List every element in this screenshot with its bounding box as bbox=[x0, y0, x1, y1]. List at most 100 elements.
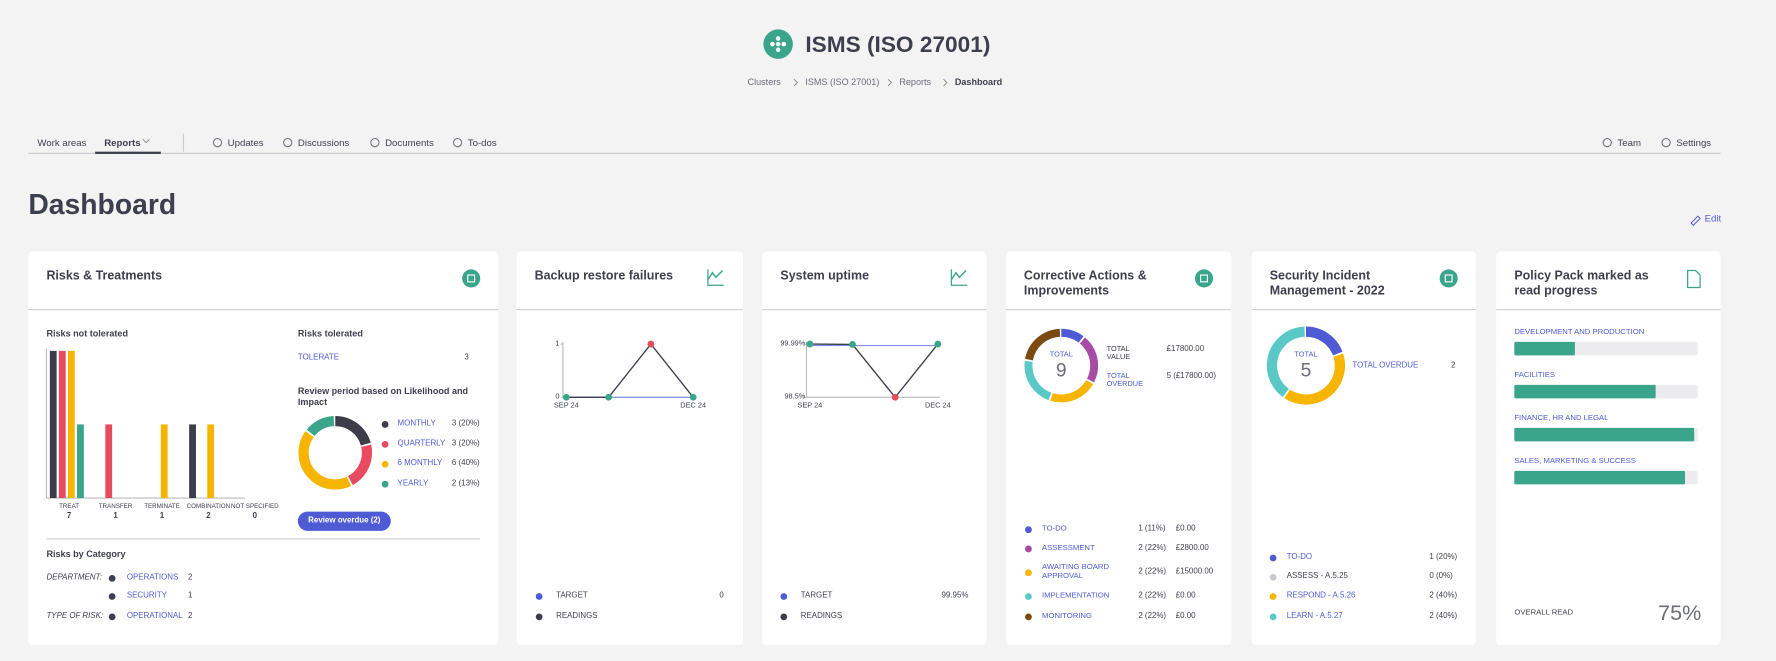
nav-item[interactable]: Team bbox=[1617, 136, 1641, 149]
nav-item[interactable]: Documents bbox=[385, 136, 434, 149]
category-label: TRANSFER bbox=[98, 503, 133, 511]
nav-item[interactable]: Reports bbox=[104, 136, 141, 149]
link[interactable]: MONITORING bbox=[1042, 612, 1092, 621]
value: 2 bbox=[188, 612, 193, 621]
legend-dot bbox=[535, 593, 543, 600]
link[interactable]: TO-DO bbox=[1286, 553, 1313, 562]
bar bbox=[105, 424, 113, 499]
group-label: TYPE OF RISK: bbox=[46, 612, 104, 621]
x-tick-label: DEC 24 bbox=[680, 401, 707, 410]
y-tick-label: 0 bbox=[555, 392, 560, 401]
donut-segment bbox=[298, 415, 373, 490]
category-count: 1 bbox=[159, 512, 165, 521]
link[interactable]: FACILITIES bbox=[1514, 371, 1556, 380]
x-tick-label: SEP 24 bbox=[797, 401, 823, 410]
value: 2 bbox=[188, 573, 193, 582]
breadcrumb[interactable]: Reports bbox=[899, 77, 932, 88]
bar bbox=[49, 350, 57, 499]
nav-icon bbox=[370, 138, 380, 148]
button-label[interactable]: Review overdue (2) bbox=[308, 516, 381, 525]
value: 6 (40%) bbox=[451, 459, 480, 468]
value: 1 (20%) bbox=[1429, 553, 1458, 562]
link[interactable]: DEVELOPMENT AND PRODUCTION bbox=[1514, 328, 1645, 337]
edit-link[interactable]: Edit bbox=[1704, 212, 1722, 225]
link[interactable]: TOLERATE bbox=[297, 354, 340, 362]
link[interactable]: MONTHLY bbox=[397, 419, 436, 428]
legend-dot bbox=[1025, 613, 1032, 621]
value: 2 (22%) bbox=[1138, 567, 1167, 576]
card bbox=[1251, 251, 1476, 646]
link[interactable]: OPERATIONS bbox=[126, 573, 179, 582]
link[interactable]: TO-DO bbox=[1042, 525, 1067, 534]
card-icon-glyph bbox=[1444, 274, 1453, 283]
card-title: Risks & Treatments bbox=[46, 269, 163, 283]
chevron bbox=[943, 78, 948, 87]
link[interactable]: ASSESS - A.5.25 bbox=[1286, 572, 1348, 581]
nav-item[interactable]: Discussions bbox=[297, 136, 350, 149]
breadcrumb[interactable]: Clusters bbox=[747, 77, 781, 88]
summary-value: £17800.00 bbox=[1166, 345, 1205, 354]
donut-segment bbox=[1266, 326, 1346, 405]
link[interactable]: YEARLY bbox=[397, 479, 429, 488]
nav-icon bbox=[212, 138, 223, 148]
button[interactable] bbox=[297, 511, 391, 531]
legend-label: TARGET bbox=[800, 591, 833, 600]
legend-dot bbox=[1269, 593, 1277, 600]
reading-point bbox=[934, 340, 942, 348]
nav-icon bbox=[453, 138, 463, 148]
overall-label: OVERALL READ bbox=[1514, 608, 1574, 617]
nav-icon bbox=[283, 138, 293, 148]
card-icon-glyph bbox=[1200, 274, 1208, 283]
legend-dot bbox=[108, 613, 116, 621]
bar bbox=[58, 350, 66, 499]
section-title: Risks not tolerated bbox=[46, 328, 129, 339]
summary-value: 5 (£17800.00) bbox=[1166, 372, 1217, 381]
link[interactable]: QUARTERLY bbox=[397, 439, 446, 448]
reading-point bbox=[605, 393, 613, 401]
bar bbox=[67, 350, 75, 499]
link[interactable]: AWAITING BOARD APPROVAL bbox=[1042, 563, 1110, 581]
card-title: Policy Pack marked as read progress bbox=[1514, 269, 1649, 298]
category-label: NOT SPECIFIED bbox=[231, 503, 279, 511]
link[interactable]: IMPLEMENTATION bbox=[1042, 591, 1110, 600]
bar bbox=[160, 424, 168, 499]
progress-bar bbox=[1514, 341, 1575, 356]
breadcrumb[interactable]: ISMS (ISO 27001) bbox=[805, 77, 880, 88]
legend-dot bbox=[1025, 545, 1032, 553]
y-tick-label: 1 bbox=[555, 339, 560, 348]
card-icon bbox=[1194, 269, 1214, 288]
link[interactable]: OPERATIONAL bbox=[126, 612, 183, 621]
nav-item[interactable]: Updates bbox=[227, 136, 264, 149]
legend-dot bbox=[1269, 613, 1277, 621]
legend-dot bbox=[381, 460, 389, 468]
link[interactable]: LEARN - A.5.27 bbox=[1286, 612, 1343, 621]
chevron bbox=[142, 138, 150, 144]
nav-item[interactable]: To-dos bbox=[467, 136, 497, 149]
value: 2 bbox=[1451, 361, 1456, 370]
edit-icon bbox=[1690, 215, 1701, 226]
link[interactable]: SECURITY bbox=[126, 591, 167, 600]
legend-dot bbox=[381, 480, 389, 488]
card-title: Backup restore failures bbox=[534, 269, 674, 283]
link[interactable]: TOTAL OVERDUE bbox=[1352, 361, 1419, 370]
card-icon bbox=[1687, 269, 1701, 289]
link[interactable]: SALES, MARKETING & SUCCESS bbox=[1514, 457, 1636, 466]
summary-label[interactable]: TOTAL OVERDUE bbox=[1106, 372, 1144, 389]
card-title: System uptime bbox=[780, 269, 870, 283]
progress-bar bbox=[1514, 384, 1656, 399]
y-tick-label: 99.99% bbox=[780, 339, 806, 348]
card-icon bbox=[707, 269, 724, 280]
link[interactable]: ASSESSMENT bbox=[1042, 544, 1095, 553]
link[interactable]: 6 MONTHLY bbox=[397, 459, 443, 468]
page-title: ISMS (ISO 27001) bbox=[805, 32, 991, 58]
value: 2 (40%) bbox=[1429, 591, 1458, 600]
nav-item[interactable]: Settings bbox=[1676, 136, 1712, 149]
nav-item[interactable]: Work areas bbox=[37, 136, 87, 149]
legend-dot bbox=[1269, 554, 1277, 562]
chevron bbox=[887, 78, 893, 87]
reading-point bbox=[647, 340, 655, 348]
link[interactable]: FINANCE, HR AND LEGAL bbox=[1514, 414, 1609, 423]
link[interactable]: RESPOND - A.5.26 bbox=[1286, 591, 1356, 600]
total-label: TOTAL bbox=[1294, 350, 1318, 359]
category-count: 7 bbox=[66, 512, 72, 521]
